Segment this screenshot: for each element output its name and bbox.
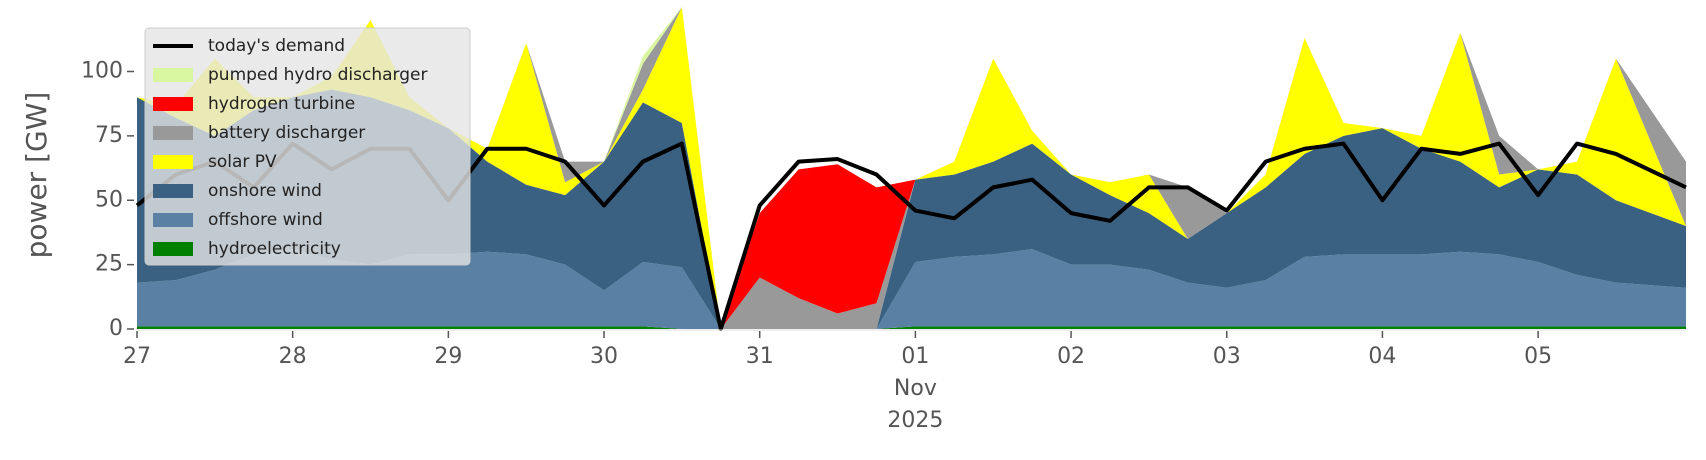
legend-swatch xyxy=(153,155,193,169)
legend-swatch xyxy=(153,242,193,256)
x-tick-label: 31 xyxy=(746,344,774,369)
legend-label: hydroelectricity xyxy=(208,239,341,259)
x-tick-sublabel: 2025 xyxy=(887,408,943,433)
x-tick-label: 28 xyxy=(279,344,307,369)
legend: today's demand pumped hydro discharger hyd… xyxy=(144,27,471,266)
x-tick-label: 04 xyxy=(1368,344,1396,369)
legend-swatch xyxy=(153,97,193,111)
legend-label: battery discharger xyxy=(208,123,365,143)
legend-box xyxy=(144,27,471,266)
x-tick-label: 02 xyxy=(1057,344,1085,369)
x-tick-label: 01 xyxy=(901,344,929,369)
legend-label: solar PV xyxy=(208,152,277,172)
legend-swatch xyxy=(153,126,193,140)
x-tick-label: 30 xyxy=(590,344,618,369)
y-tick-label: 50 xyxy=(95,187,123,212)
area xyxy=(137,7,1686,329)
area xyxy=(137,326,1686,329)
legend-label: today's demand xyxy=(208,36,345,56)
y-tick-label: 25 xyxy=(95,252,123,277)
legend-swatch xyxy=(153,213,193,227)
legend-swatch xyxy=(153,184,193,198)
x-tick-label: 27 xyxy=(123,344,151,369)
x-tick-sublabel: Nov xyxy=(894,376,937,401)
legend-label: pumped hydro discharger xyxy=(208,65,427,85)
legend-swatch xyxy=(153,68,193,82)
legend-label: onshore wind xyxy=(208,181,322,201)
y-tick-label: 0 xyxy=(109,316,123,341)
legend-label: offshore wind xyxy=(208,210,323,230)
y-tick-label: 75 xyxy=(95,123,123,148)
x-tick-label: 03 xyxy=(1213,344,1241,369)
y-tick-label: 100 xyxy=(81,59,123,84)
x-tick-label: 29 xyxy=(434,344,462,369)
x-tick-label: 05 xyxy=(1524,344,1552,369)
area xyxy=(137,249,1686,329)
legend-label: hydrogen turbine xyxy=(208,94,355,114)
y-axis-label: power [GW] xyxy=(20,92,53,259)
